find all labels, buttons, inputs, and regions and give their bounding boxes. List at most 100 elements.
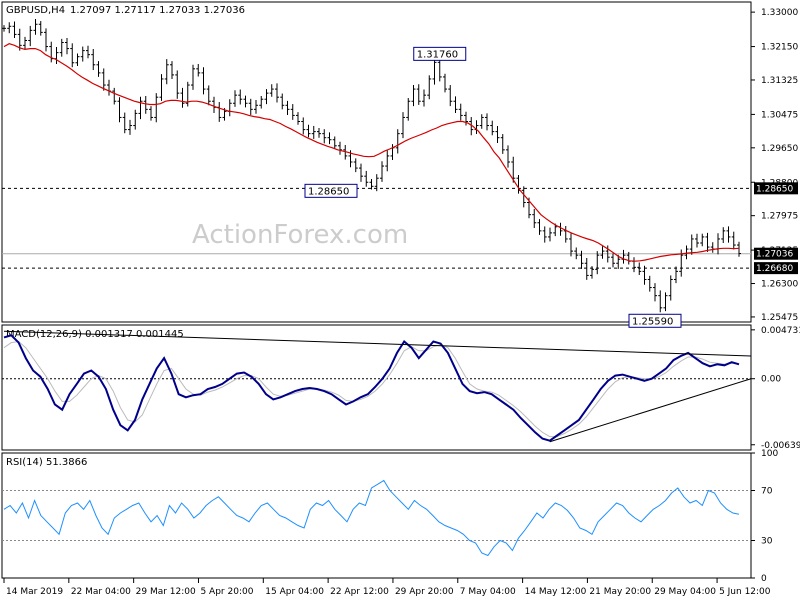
ohlc-bar — [12, 21, 17, 39]
ohlc-bar — [448, 85, 453, 107]
ohlc-bar — [563, 226, 568, 243]
ohlc-bar — [149, 106, 153, 121]
x-tick-label: 29 May 04:00 — [654, 587, 716, 597]
rsi-tick-label: 100 — [761, 449, 778, 459]
ohlc-bar — [143, 95, 148, 114]
ohlc-bar — [663, 292, 668, 312]
ohlc-bar — [474, 120, 479, 135]
macd-tick-label: -0.006393 — [761, 441, 800, 451]
macd-tick-label: 0.004731 — [761, 326, 800, 336]
symbol-header: GBPUSD,H4 — [6, 5, 65, 16]
ohlc-bar — [443, 73, 447, 93]
ohlc-bar — [506, 145, 510, 168]
ohlc-bar — [196, 63, 201, 77]
ohlc-bar — [227, 99, 232, 117]
ohlc-bar — [385, 150, 390, 172]
ohlc-bar — [264, 89, 269, 105]
ohlc-bar — [254, 100, 258, 114]
ohlc-bar — [138, 96, 143, 120]
ohlc-bar — [427, 75, 432, 100]
ohlc-bar — [422, 89, 426, 107]
x-tick-label: 22 Mar 04:00 — [71, 587, 131, 597]
ohlc-bar — [338, 141, 342, 155]
x-tick-label: 22 Apr 12:00 — [330, 587, 389, 597]
ohlc-bar — [710, 242, 715, 253]
ohlc-bar — [537, 219, 542, 235]
ohlc-bar — [416, 84, 421, 105]
ohlc-bar — [632, 257, 636, 273]
watermark: ActionForex.com — [192, 220, 408, 250]
x-tick-label: 14 May 12:00 — [525, 587, 587, 597]
ohlc-bar — [54, 46, 59, 64]
moving-average-line — [3, 43, 740, 262]
rsi-panel-frame — [1, 452, 752, 579]
ohlc-bar — [86, 45, 90, 59]
ohlc-bar — [164, 59, 169, 85]
ohlc-bar — [684, 245, 689, 260]
ohlc-bar — [485, 113, 489, 131]
ohlc-header: 1.27097 1.27117 1.27033 1.27036 — [70, 5, 245, 16]
ohlc-bar — [306, 124, 311, 138]
x-tick-label: 15 Apr 04:00 — [265, 587, 324, 597]
ohlc-bar — [647, 275, 652, 292]
ohlc-bar — [558, 222, 563, 236]
ohlc-bar — [285, 100, 290, 116]
hline-label-2: 1.27036 — [754, 247, 798, 260]
signal-line — [3, 340, 740, 438]
ohlc-bar — [59, 38, 64, 57]
price-tick-label: 1.31325 — [761, 76, 798, 86]
ohlc-bar — [406, 98, 411, 121]
ohlc-bar — [353, 158, 358, 173]
ohlc-bar — [490, 120, 495, 136]
ohlc-bar — [233, 90, 237, 107]
ohlc-bar — [674, 266, 678, 284]
price-tick-label: 1.29650 — [761, 144, 798, 154]
ohlc-bar — [542, 226, 547, 243]
ohlc-bar — [217, 102, 222, 122]
svg-text:1.27036: 1.27036 — [756, 250, 793, 260]
ohlc-bar — [658, 290, 663, 313]
ohlc-bar — [2, 25, 6, 32]
annotation-label: 1.25590 — [632, 316, 673, 327]
ohlc-bar — [301, 117, 306, 135]
ohlc-bar — [101, 68, 106, 91]
ohlc-bar — [317, 127, 321, 138]
ohlc-bar — [248, 98, 253, 116]
ohlc-bar — [280, 93, 285, 110]
ohlc-bar — [700, 233, 705, 247]
ohlc-bar — [91, 48, 96, 71]
price-tick-label: 1.32150 — [761, 43, 798, 53]
ohlc-bar — [395, 129, 400, 154]
price-annotation-2: 1.25590 — [628, 313, 682, 328]
macd-trendline-0 — [3, 330, 752, 357]
x-tick-label: 14 Mar 2019 — [6, 587, 63, 597]
ohlc-bar — [170, 61, 174, 79]
ohlc-bar — [185, 81, 190, 107]
ohlc-bar — [296, 112, 300, 125]
ohlc-bar — [411, 85, 416, 107]
price-tick-label: 1.30475 — [761, 110, 798, 120]
ohlc-bar — [191, 64, 195, 90]
ohlc-bar — [359, 163, 363, 182]
ohlc-bar — [553, 223, 558, 237]
ohlc-bar — [332, 136, 337, 150]
macd-panel-frame — [1, 324, 752, 451]
ohlc-bar — [611, 253, 615, 268]
ohlc-bar — [637, 262, 642, 276]
ohlc-bar — [128, 119, 132, 135]
ohlc-bar — [579, 250, 584, 269]
ohlc-bar — [327, 132, 332, 145]
ohlc-bar — [731, 231, 736, 250]
x-tick-label: 21 May 20:00 — [589, 587, 651, 597]
ohlc-bar — [159, 74, 164, 101]
x-tick-label: 5 Apr 20:00 — [200, 587, 253, 597]
ohlc-bar — [38, 21, 43, 36]
ohlc-bar — [437, 57, 442, 82]
ohlc-bar — [374, 174, 379, 192]
ohlc-bar — [238, 89, 243, 105]
ohlc-bar — [243, 95, 248, 108]
price-annotation-0: 1.31760 — [413, 46, 467, 61]
ohlc-bar — [44, 28, 48, 52]
ohlc-bar — [33, 19, 38, 35]
x-tick-label: 29 Apr 20:00 — [395, 587, 454, 597]
